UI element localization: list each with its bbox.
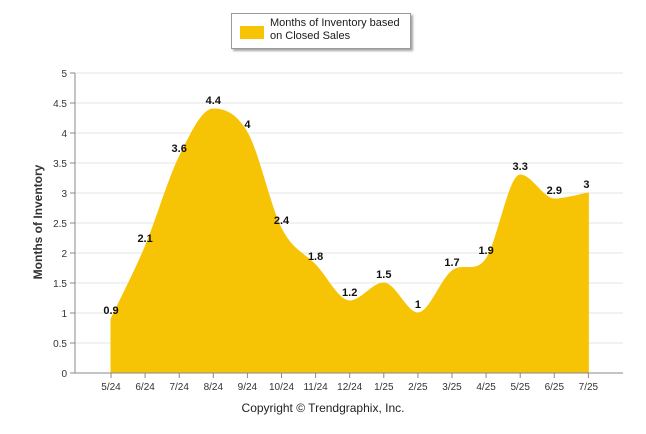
y-tick-label: 4.5	[53, 99, 67, 110]
data-label: 1	[415, 299, 421, 311]
x-tick-label: 5/24	[101, 382, 121, 393]
data-label: 3	[583, 179, 589, 191]
data-label: 1.2	[342, 287, 357, 299]
legend[interactable]: Months of Inventory based on Closed Sale…	[231, 13, 411, 49]
data-label: 2.4	[274, 215, 290, 227]
x-tick-label: 5/25	[510, 382, 530, 393]
y-tick-label: 2	[61, 249, 67, 260]
x-tick-label: 11/24	[303, 382, 328, 393]
y-tick-label: 1.5	[53, 279, 67, 290]
y-tick-label: 5	[61, 69, 67, 80]
y-tick-label: 0	[61, 369, 67, 380]
y-tick-label: 3.5	[53, 159, 67, 170]
x-tick-label: 8/24	[204, 382, 224, 393]
y-tick-label: 4	[61, 129, 67, 140]
data-label: 4	[244, 119, 251, 131]
x-tick-label: 12/24	[337, 382, 362, 393]
data-label: 0.9	[103, 305, 118, 317]
x-tick-label: 4/25	[476, 382, 496, 393]
data-label: 3.6	[172, 143, 187, 155]
legend-label: Months of Inventory based on Closed Sale…	[270, 17, 400, 42]
data-label: 2.9	[547, 185, 562, 197]
x-tick-label: 2/25	[408, 382, 428, 393]
x-axis-ticks: 5/24 6/24 7/24 8/24 9/24 10/24 11/24 12/24 1/25 2…	[101, 373, 599, 393]
y-tick-label: 2.5	[53, 219, 67, 230]
x-tick-label: 1/25	[374, 382, 394, 393]
data-label: 1.5	[376, 269, 391, 281]
copyright-footer: Copyright © Trendgraphix, Inc.	[241, 401, 405, 415]
y-axis-label: Months of Inventory	[31, 164, 45, 280]
x-tick-label: 7/24	[169, 382, 189, 393]
area-series-fill	[110, 108, 589, 374]
data-label: 1.7	[444, 257, 459, 269]
data-label: 1.8	[308, 251, 323, 263]
x-tick-label: 7/25	[579, 382, 599, 393]
data-label: 2.1	[137, 233, 152, 245]
data-label: 1.9	[478, 245, 493, 257]
x-tick-label: 3/25	[442, 382, 462, 393]
y-tick-label: 3	[61, 189, 67, 200]
x-tick-label: 9/24	[238, 382, 258, 393]
y-axis-ticks: 0 0.5 1 1.5 2 2.5 3 3.5 4 4.5 5	[53, 69, 75, 380]
x-tick-label: 10/24	[269, 382, 294, 393]
x-tick-label: 6/25	[545, 382, 565, 393]
data-label: 3.3	[513, 161, 528, 173]
y-tick-label: 1	[61, 309, 67, 320]
legend-swatch	[240, 26, 264, 39]
x-tick-label: 6/24	[135, 382, 155, 393]
data-labels: 0.9 2.1 3.6 4.4 4 2.4 1.8 1.2 1.5 1 1.7 1.9 3.3 2.9 3	[103, 95, 589, 317]
data-label: 4.4	[206, 95, 222, 107]
area-series	[110, 108, 589, 374]
y-tick-label: 0.5	[53, 339, 67, 350]
